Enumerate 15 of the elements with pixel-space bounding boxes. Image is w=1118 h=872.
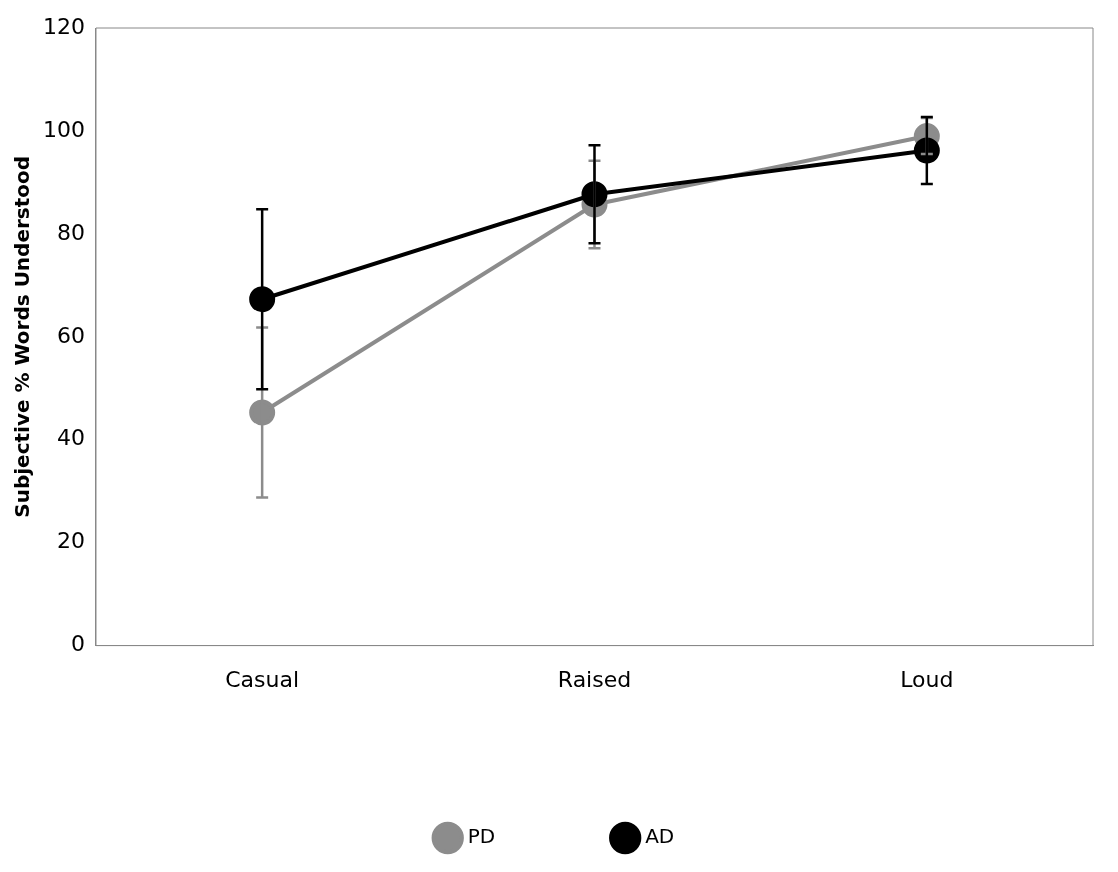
y-tick-label: 80 — [56, 219, 85, 245]
legend-label: AD — [645, 824, 675, 849]
y-tick-label: 100 — [42, 116, 85, 142]
y-tick-label: 120 — [42, 13, 85, 39]
y-axis-title: Subjective % Words Understood — [10, 155, 35, 518]
y-tick-label: 20 — [56, 528, 85, 554]
y-tick-label: 60 — [56, 322, 85, 348]
x-tick-label: Raised — [557, 666, 632, 692]
point — [249, 399, 276, 426]
y-tick-label: 0 — [70, 631, 85, 657]
x-tick-label: Casual — [225, 666, 300, 692]
legend-label: PD — [467, 824, 496, 849]
point — [249, 286, 276, 313]
x-tick-label: Loud — [900, 666, 954, 692]
y-tick-label: 40 — [56, 425, 85, 451]
